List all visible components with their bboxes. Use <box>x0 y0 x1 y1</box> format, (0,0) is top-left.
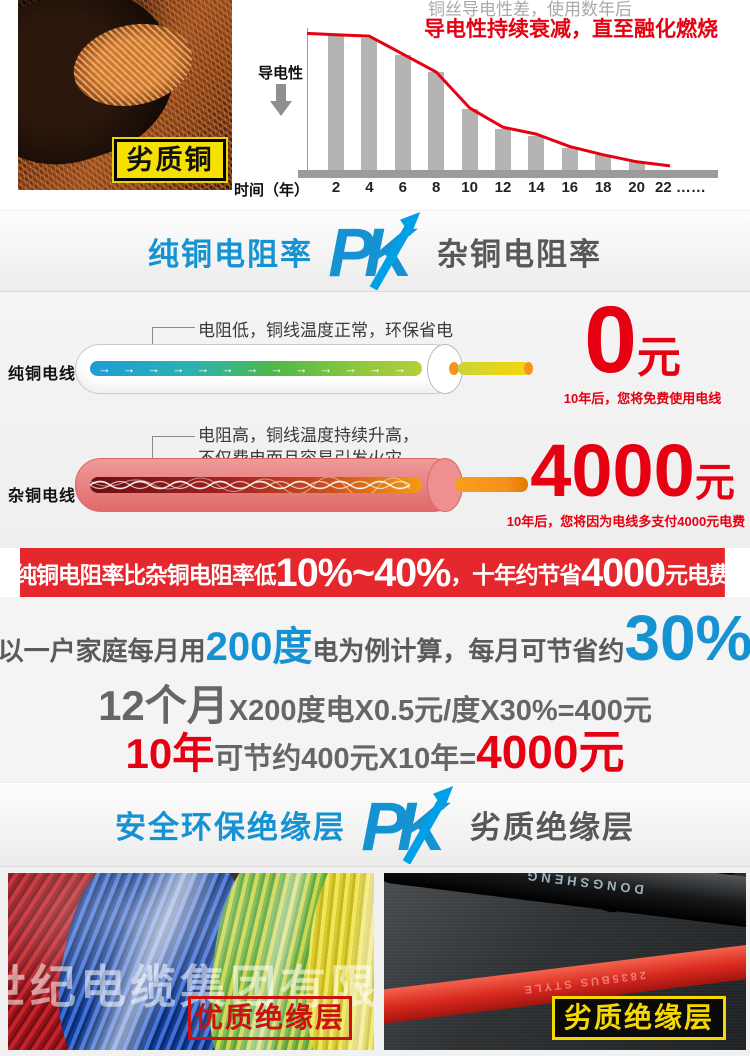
pk1-right-title: 杂铜电阻率 <box>437 236 602 272</box>
pk2-left-title: 安全环保绝缘层 <box>115 810 346 845</box>
pk1-left-title: 纯铜电阻率 <box>148 236 313 272</box>
x-tick-label: 8 <box>432 179 441 196</box>
calc-l2a: 12个月 <box>98 682 229 729</box>
x-tick-label: 16 <box>561 179 579 196</box>
pure-price-amount: 0 <box>584 287 637 393</box>
pure-wire-conductor-rod <box>458 362 530 375</box>
pk-band-resistivity: 纯铜电阻率 P K 杂铜电阻率 <box>0 210 750 292</box>
x-tick-label: 10 <box>461 179 478 196</box>
x-tick-label: 4 <box>365 179 374 196</box>
calc-l1a: 以一户家庭每月用 <box>0 636 206 666</box>
pk2-right-title: 劣质绝缘层 <box>470 810 635 845</box>
chart-bar <box>595 154 612 170</box>
pure-wire-price: 0 元 <box>540 287 725 393</box>
x-axis-baseline <box>298 170 718 178</box>
chart-bar <box>394 55 411 170</box>
pure-price-note: 10年后，您将免费使用电线 <box>563 391 722 406</box>
y-axis-line <box>307 28 308 176</box>
chart-subtitle: 铜丝导电性差，使用数年后 <box>428 0 632 19</box>
cable-print-text: DONGSHENG <box>522 873 646 897</box>
x-tick-label: 14 <box>528 179 545 196</box>
x-axis-label: 时间（年） <box>234 182 310 199</box>
calc-l1b: 200度 <box>205 625 313 669</box>
calc-l3c: 4000元 <box>476 726 625 778</box>
y-axis-label: 导电性 <box>258 65 304 82</box>
chart-bar <box>461 109 478 170</box>
calc-l2b: X200度电X0.5元/度X30%=400元 <box>228 695 652 727</box>
conductivity-chart: 铜丝导电性差，使用数年后 导电性持续衰减，直至融化燃烧 导电性 时间（年） 2 4… <box>234 0 750 205</box>
x-tick-label: 6 <box>398 179 407 196</box>
pure-price-unit: 元 <box>636 333 681 382</box>
watermark-text: 世纪电缆集团有限 <box>8 961 374 1013</box>
pure-wire-note: 电阻低，铜线温度正常，环保省电 <box>198 321 453 340</box>
mixed-wire-core <box>90 477 422 493</box>
banner-seg1: 纯铜电阻率比杂铜电阻率低 <box>14 561 276 588</box>
pure-wire-rod-tip <box>524 362 533 375</box>
pk-logo-p: P <box>361 787 407 863</box>
chart-bar <box>428 72 445 170</box>
pk-logo-p: P <box>328 214 374 290</box>
chart-bar <box>628 161 645 170</box>
banner-seg5: 元电费 <box>665 561 731 588</box>
pk-logo-icon: P K <box>328 212 421 290</box>
calc-l1d: 30% <box>624 602 750 674</box>
mixed-price-note: 10年后，您将因为电线多支付4000元电费 <box>506 514 746 529</box>
pure-wire-core: → → → → → → → → → → → → → <box>90 361 422 376</box>
chart-title: 导电性持续衰减，直至融化燃烧 <box>424 18 718 41</box>
savings-banner: 纯铜电阻率比杂铜电阻率低 10%~40% ，十年约节省 4000 元电费 <box>14 548 732 597</box>
banner-seg4: 4000 <box>581 550 666 595</box>
x-tick-label: 20 <box>628 179 645 196</box>
mixed-price-unit: 元 <box>694 461 735 505</box>
bad-copper-label: 劣质铜 <box>112 137 228 183</box>
chart-bar <box>561 147 578 170</box>
mixed-price-amount: 4000 <box>530 429 695 512</box>
down-arrow-icon <box>270 84 292 118</box>
red-cable-print-text: 2835BUS STYLE <box>521 968 647 996</box>
chart-bar <box>328 36 344 170</box>
good-insulation-photo: 世纪电缆集团有限 优质绝缘层 <box>8 873 374 1050</box>
bad-insulation-label: 劣质绝缘层 <box>552 996 726 1040</box>
mixed-wire-conductor-rod <box>455 477 528 492</box>
black-cable-1: DONGSHENG <box>384 873 746 934</box>
banner-seg3: ，十年约节省 <box>450 561 582 588</box>
mixed-wire-note-1: 电阻高，铜线温度持续升高， <box>198 426 419 445</box>
pk-logo-icon: P K <box>361 785 454 864</box>
calc-l3a: 10年 <box>125 730 215 777</box>
bad-copper-photo: 劣质铜 <box>18 0 232 190</box>
savings-calc-section <box>0 597 750 782</box>
chart-bar <box>495 128 511 170</box>
pure-wire-rod-base <box>449 362 459 375</box>
chart-bar <box>528 135 545 170</box>
calc-line-3: 10年 可节约400元X10年= 4000元 <box>0 716 750 782</box>
chart-bar <box>361 37 378 170</box>
bad-insulation-photo: DONGSHENG 2835BUS STYLE 劣质绝缘层 <box>384 873 746 1050</box>
good-insulation-label: 优质绝缘层 <box>188 996 352 1040</box>
x-tick-label: 2 <box>331 179 341 196</box>
calc-line-2: 12个月 X200度电X0.5元/度X30%=400元 <box>0 672 750 733</box>
mixed-wire-connector-line <box>152 436 195 473</box>
pk-band-insulation: 安全环保绝缘层 P K 劣质绝缘层 <box>0 782 750 867</box>
x-tick-label: 22 …… <box>655 179 706 196</box>
calc-l1c: 电为例计算，每月可节省约 <box>312 636 625 666</box>
x-tick-label: 12 <box>494 179 512 196</box>
banner-seg2: 10%~40% <box>275 550 452 595</box>
photo-sheen <box>8 873 374 1050</box>
tangled-strands-graphic <box>90 477 411 493</box>
calc-l3b: 可节约400元X10年= <box>214 743 477 775</box>
calc-line-1: 以一户家庭每月用 200度 电为例计算，每月可节省约 30% <box>0 602 750 674</box>
pure-wire-label: 纯铜电线 <box>8 366 77 383</box>
x-tick-label: 18 <box>594 179 612 196</box>
mixed-wire-label: 杂铜电线 <box>8 488 77 505</box>
current-flow-arrows: → → → → → → → → → → → → → <box>98 361 411 376</box>
mixed-wire-price: 4000 元 <box>520 429 745 512</box>
